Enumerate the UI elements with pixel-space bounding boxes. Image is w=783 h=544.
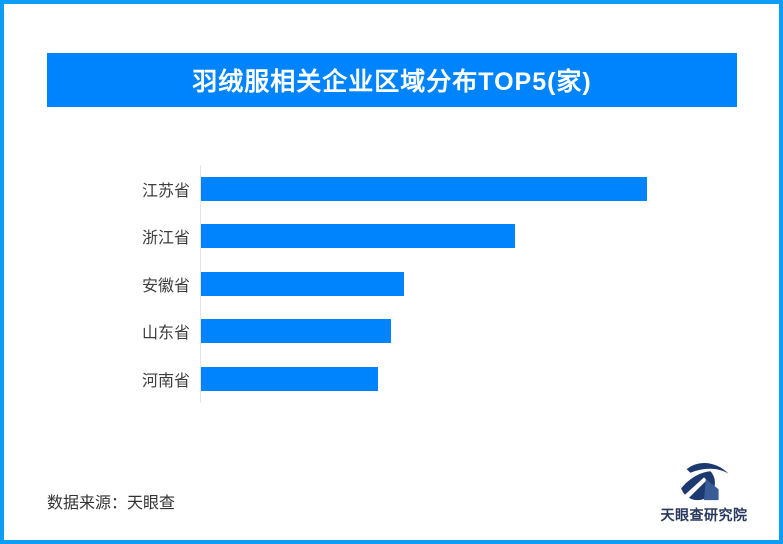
brand-name: 天眼查研究院: [660, 507, 748, 523]
bar-track-2: [200, 212, 737, 260]
bar-label-1: 江苏省: [141, 182, 190, 200]
bar-track-4: [200, 307, 737, 355]
bar-track-3: [200, 260, 737, 308]
bar-1: [201, 176, 647, 201]
bar-label-3: 安徽省: [141, 277, 190, 295]
brand-block: 天眼查研究院: [654, 460, 754, 525]
chart-row-4: 山东省: [47, 307, 737, 355]
tianyancha-logo-icon: [678, 462, 729, 501]
bar-5: [201, 366, 378, 391]
data-source-text: 数据来源：天眼查: [47, 495, 176, 512]
bar-3: [201, 271, 404, 296]
bar-label-2: 浙江省: [141, 230, 190, 248]
chart-row-2: 浙江省: [47, 212, 737, 260]
chart-rows: 江苏省浙江省安徽省山东省河南省: [47, 165, 737, 403]
chart-row-5: 河南省: [47, 355, 737, 403]
bar-chart: 江苏省浙江省安徽省山东省河南省: [47, 165, 737, 403]
chart-row-1: 江苏省: [47, 165, 737, 213]
bar-track-5: [200, 355, 737, 403]
chart-row-3: 安徽省: [47, 260, 737, 308]
title-banner: 羽绒服相关企业区域分布TOP5(家): [47, 53, 737, 107]
bar-2: [201, 224, 515, 249]
bar-4: [201, 319, 391, 344]
bar-label-5: 河南省: [141, 372, 190, 390]
bar-label-4: 山东省: [141, 325, 190, 343]
bar-track-1: [200, 165, 737, 213]
page-title: 羽绒服相关企业区域分布TOP5(家): [192, 68, 592, 96]
